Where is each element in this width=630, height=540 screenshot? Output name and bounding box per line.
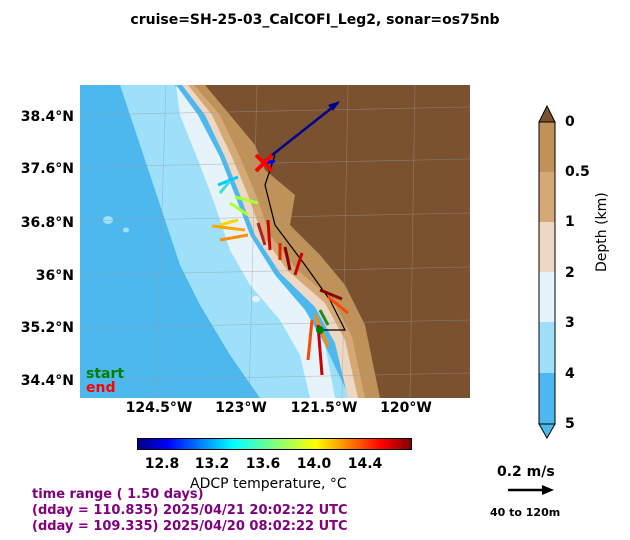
- depth-tick: 3: [565, 315, 575, 331]
- temperature-tick: 14.0: [296, 456, 332, 472]
- lon-tick: 121.5°W: [290, 400, 358, 416]
- seamount: [123, 227, 129, 233]
- start-time: (dday = 109.335) 2025/04/20 08:02:22 UTC: [32, 519, 348, 534]
- velocity-arrow: [234, 195, 259, 205]
- temperature-colorbar-label: ADCP temperature, °C: [190, 476, 347, 492]
- depth-tick: 0.5: [565, 164, 590, 180]
- start-label: start: [86, 366, 125, 382]
- ship-track: [264, 154, 346, 331]
- velocity-arrow: [293, 252, 304, 276]
- velocity-arrow: [327, 295, 349, 315]
- velocity-arrow: [217, 175, 239, 187]
- depth-tick: 2: [565, 265, 575, 281]
- seamount: [103, 216, 113, 224]
- end-time: (dday = 110.835) 2025/04/21 20:02:22 UTC: [32, 503, 348, 518]
- depth-range-label: 40 to 120m: [490, 506, 561, 519]
- plot-title: cruise=SH-25-03_CalCOFI_Leg2, sonar=os75…: [130, 12, 500, 28]
- temperature-tick: 13.2: [194, 456, 230, 472]
- velocity-arrow: [319, 288, 343, 301]
- depth-tick: 5: [565, 416, 575, 432]
- velocity-scale-label: 0.2 m/s: [497, 464, 555, 480]
- velocity-arrow: [219, 218, 239, 227]
- velocity-arrow: [256, 222, 267, 246]
- lat-tick: 38.4°N: [20, 109, 74, 125]
- velocity-arrow: [261, 102, 339, 164]
- velocity-arrow: [318, 309, 330, 326]
- depth-colorbar-label: Depth (km): [594, 192, 610, 272]
- velocity-scale-arrow: [508, 485, 554, 495]
- velocity-arrow: [218, 180, 232, 194]
- temperature-tick: 13.6: [245, 456, 281, 472]
- velocity-arrow: [219, 233, 249, 242]
- lat-tick: 37.6°N: [20, 161, 74, 177]
- lat-tick: 34.4°N: [20, 373, 74, 389]
- end-label: end: [86, 380, 116, 396]
- shelf: [176, 85, 335, 398]
- depth-tick: 0: [565, 114, 575, 130]
- temperature-tick: 14.4: [347, 456, 383, 472]
- arrowhead: [328, 101, 340, 111]
- velocity-arrow: [229, 201, 249, 217]
- depth-tick: 1: [565, 214, 575, 230]
- velocity-vectors: [211, 101, 349, 376]
- temperature-colorbar: [137, 438, 412, 450]
- lat-tick: 36.8°N: [20, 215, 74, 231]
- start-marker: [316, 326, 324, 334]
- end-marker: [254, 153, 274, 173]
- depth-colorbar: [538, 104, 556, 440]
- velocity-arrow: [283, 246, 292, 271]
- map-panel: [80, 85, 470, 398]
- graticule: [80, 85, 470, 398]
- lat-tick: 36°N: [35, 268, 74, 284]
- temperature-tick: 12.8: [144, 456, 180, 472]
- time-range: time range ( 1.50 days): [32, 487, 204, 502]
- lon-tick: 124.5°W: [125, 400, 193, 416]
- velocity-arrow: [211, 224, 246, 232]
- lat-tick: 35.2°N: [20, 320, 74, 336]
- lon-tick: 123°W: [215, 400, 267, 416]
- velocity-arrow: [306, 319, 314, 361]
- depth-tick: 4: [565, 366, 575, 382]
- lon-tick: 120°W: [380, 400, 432, 416]
- seamount: [252, 296, 260, 302]
- velocity-arrow: [266, 219, 272, 251]
